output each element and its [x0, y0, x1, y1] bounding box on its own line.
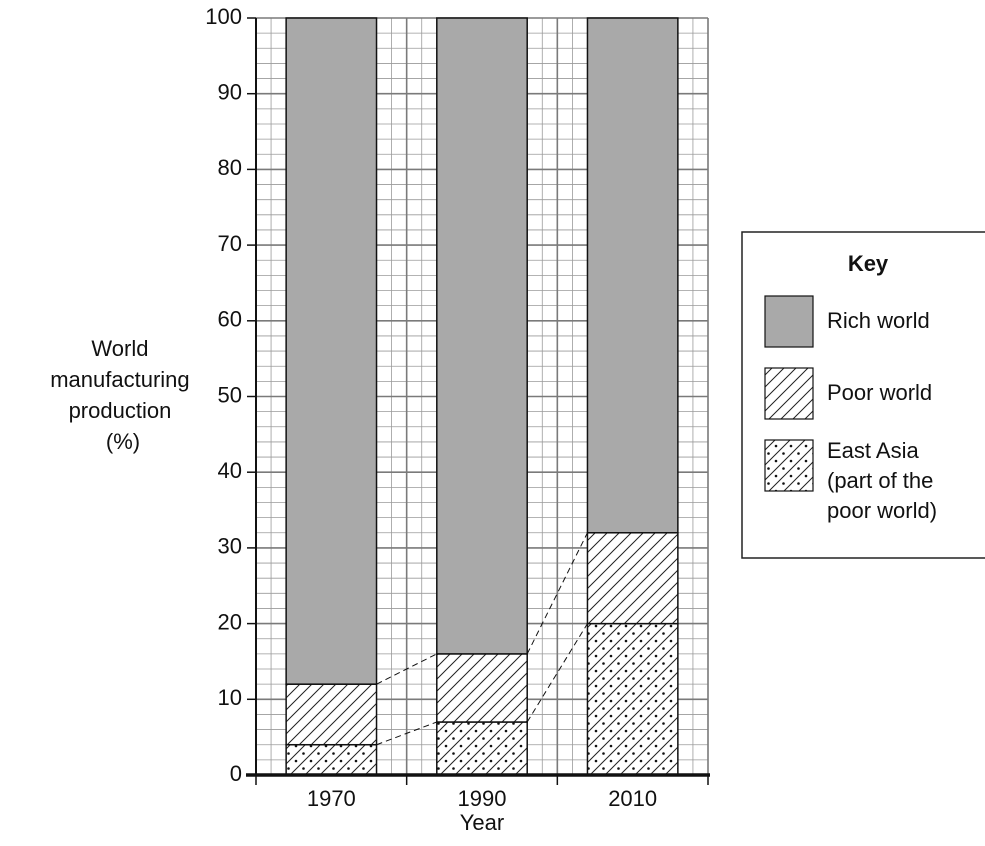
bar-segment	[586, 622, 679, 776]
connector-line	[526, 532, 588, 655]
axes: 0 10 20 30 40 50 60 70 80 90 100 1970 1990 2010	[205, 4, 710, 811]
bars	[285, 17, 679, 776]
bar-segment	[436, 721, 528, 776]
y-tick-label: 100	[205, 4, 242, 29]
y-axis-label: World manufacturing production (%)	[50, 336, 196, 454]
y-tick-label: 40	[218, 458, 242, 483]
y-tick-label: 70	[218, 231, 242, 256]
y-tick-label: 20	[218, 609, 242, 634]
legend-swatch	[764, 439, 814, 492]
bar-segment	[285, 743, 378, 776]
x-tick-label: 2010	[608, 786, 657, 811]
bar-segment	[586, 17, 679, 534]
x-axis-label: Year	[460, 810, 504, 835]
y-tick-label: 60	[218, 307, 242, 332]
legend: Key Rich world Poor world East Asia (part …	[741, 231, 985, 559]
bar-segment	[285, 17, 378, 685]
bar-segment	[586, 532, 679, 625]
y-tick-label: 0	[230, 761, 242, 786]
connector-line	[376, 653, 438, 685]
bar-segment	[436, 653, 528, 723]
legend-label: Poor world	[827, 380, 932, 405]
bar-segment	[285, 683, 378, 746]
y-tick-label: 50	[218, 382, 242, 407]
y-tick-label: 80	[218, 155, 242, 180]
legend-label: Rich world	[827, 308, 930, 333]
y-tick-label: 10	[218, 685, 242, 710]
legend-swatch	[764, 295, 814, 348]
legend-label: East Asia (part of the poor world)	[827, 438, 940, 523]
legend-swatch	[764, 367, 814, 420]
connector-line	[376, 721, 437, 746]
x-tick-label: 1970	[307, 786, 356, 811]
bar-segment	[436, 17, 528, 655]
y-tick-label: 30	[218, 534, 242, 559]
y-tick-label: 90	[218, 80, 242, 105]
legend-title: Key	[848, 251, 889, 276]
x-tick-label: 1990	[458, 786, 507, 811]
